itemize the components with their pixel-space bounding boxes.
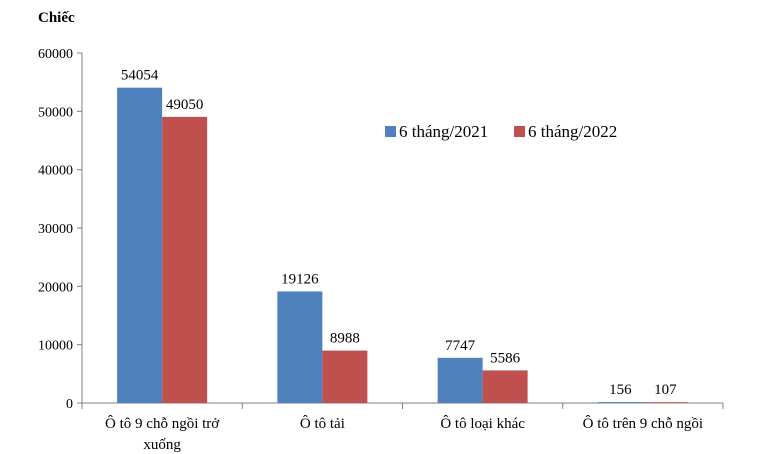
category-label: Ô tô tải [300, 415, 345, 432]
bar-value-label: 19126 [281, 271, 319, 287]
y-tick-label: 10000 [38, 339, 73, 354]
bar-value-label: 5586 [490, 350, 521, 366]
bar [597, 402, 643, 403]
y-tick-label: 20000 [38, 280, 73, 295]
bar [162, 116, 208, 403]
legend: 6 tháng/2021 6 tháng/2022 [385, 122, 617, 141]
legend-label: 6 tháng/2022 [528, 122, 617, 141]
bar-value-label: 49050 [166, 97, 204, 113]
bar [322, 350, 368, 403]
y-tick-label: 40000 [38, 164, 73, 179]
x-axis [81, 402, 724, 409]
y-tick-label: 30000 [38, 222, 73, 237]
bar-value-label: 7747 [445, 338, 476, 354]
bar [437, 357, 483, 403]
bar [642, 402, 688, 403]
category-labels: Ô tô 9 chỗ ngồi trở xuống Ô tô tải Ô tô loạ… [105, 415, 703, 453]
y-unit-label: Chiếc [38, 10, 75, 26]
bar [117, 87, 163, 403]
category-label: Ô tô loại khác [440, 415, 525, 432]
legend-swatch [385, 126, 396, 137]
bar-value-label: 54054 [121, 68, 159, 84]
y-axis: 0 10000 20000 30000 40000 50000 60000 [38, 47, 83, 412]
bars [117, 87, 688, 403]
y-tick-label: 0 [66, 397, 73, 412]
legend-swatch [514, 126, 525, 137]
legend-label: 6 tháng/2021 [399, 122, 488, 141]
y-tick-label: 50000 [38, 105, 73, 120]
bar [277, 291, 323, 403]
category-label: Ô tô trên 9 chỗ ngồi [583, 415, 703, 432]
bar [482, 370, 528, 403]
bar-value-label: 8988 [330, 331, 360, 347]
bar-value-label: 156 [609, 382, 632, 398]
category-label: Ô tô 9 chỗ ngồi trở xuống [105, 415, 220, 453]
bar-value-label: 107 [654, 382, 677, 398]
data-labels: 54054 49050 19126 8988 7747 5586 156 107 [121, 68, 677, 399]
y-tick-label: 60000 [38, 47, 73, 62]
